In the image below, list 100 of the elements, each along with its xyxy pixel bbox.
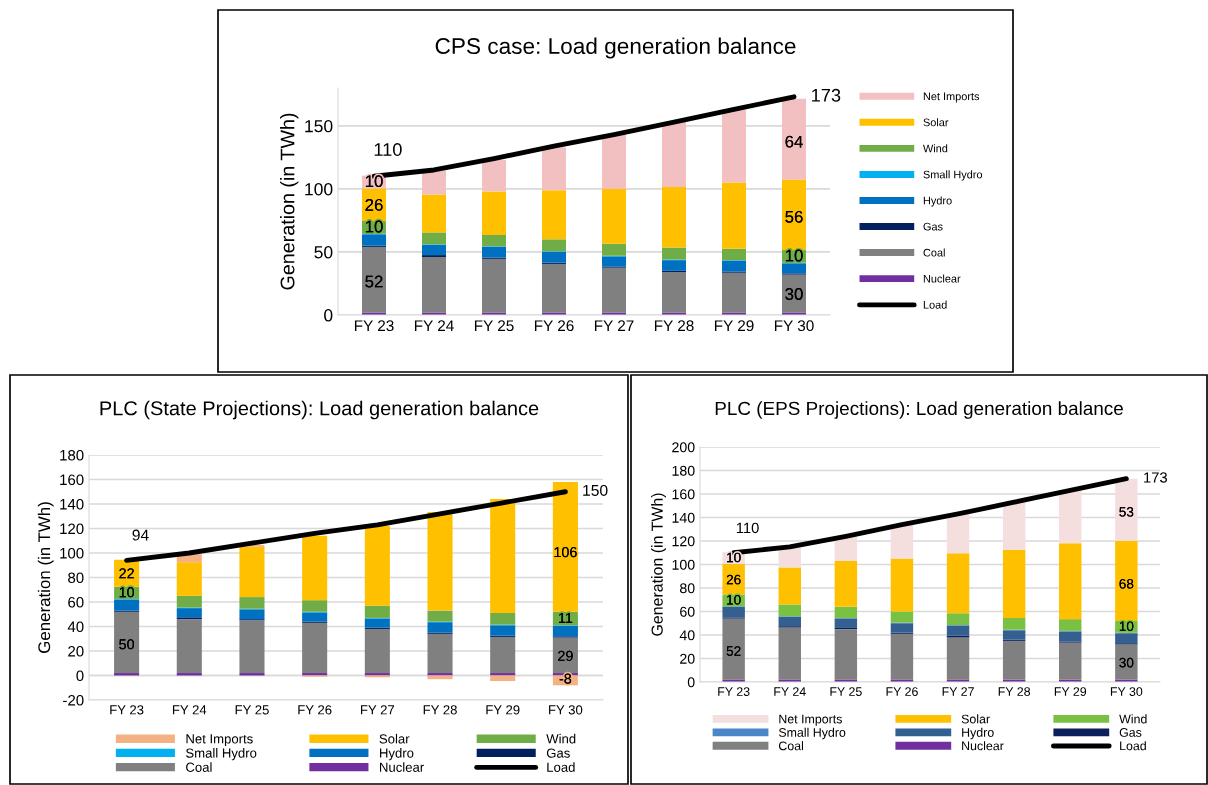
legend-label: Coal [186,762,212,772]
y-tick-label: 150 [305,119,333,133]
x-tick-label: FY 26 [534,320,574,332]
x-tick-label: FY 27 [942,687,974,696]
legend-label: Coal [778,741,803,751]
data-label: 30 [785,288,803,300]
legend-label: Wind [546,733,576,744]
legend-label: Solar [923,118,949,127]
y-tick-label: 60 [68,596,84,608]
x-tick-label: FY 27 [594,320,634,331]
data-label: 173 [1144,472,1167,483]
legend-label: Hydro [380,748,414,761]
y-tick-label: 160 [60,474,84,486]
y-tick-label: 100 [672,559,695,570]
x-tick-label: FY 29 [714,320,754,332]
y-tick-label: 180 [60,449,84,461]
data-label: 53 [1119,507,1134,517]
y-axis-title: Generation (in TWh) [280,113,299,290]
data-label: 10 [365,220,383,233]
data-label: 29 [558,650,573,661]
y-tick-label: 200 [672,442,695,453]
legend-label: Solar [379,733,410,744]
x-tick-label: FY 27 [361,705,395,715]
x-tick-label: FY 25 [830,687,862,696]
y-axis-title: Generation (in TWh) [651,493,666,636]
data-label: 10 [1119,621,1134,632]
data-label: 150 [583,484,608,496]
y-tick-label: 20 [68,645,84,657]
data-label: 94 [132,529,149,541]
data-label: 52 [365,275,383,288]
legend-label: Nuclear [923,274,961,283]
legend-label: Solar [961,714,990,724]
y-tick-label: 160 [672,489,695,500]
data-label: 30 [1119,657,1134,668]
data-label: 110 [736,522,759,534]
legend-label: Load [547,762,575,772]
legend-label: Small Hydro [778,727,846,740]
legend-label: Load [1120,741,1146,751]
y-tick-label: 80 [680,583,695,594]
x-tick-label: FY 26 [298,705,332,715]
chart-title: PLC (EPS Projections): Load generation balance [715,401,1123,419]
y-tick-label: 140 [60,498,84,510]
x-tick-label: FY 24 [172,705,207,715]
x-tick-label: FY 30 [1110,687,1143,696]
data-label: 10 [727,594,741,605]
x-tick-label: FY 23 [110,705,144,715]
x-tick-label: FY 26 [886,687,918,696]
x-tick-label: FY 25 [474,320,514,332]
y-tick-label: 100 [60,547,84,559]
data-label: 22 [119,568,134,579]
y-tick-label: 40 [67,621,84,633]
y-tick-label: 20 [680,653,695,664]
y-tick-label: 40 [679,630,695,641]
legend-label: Gas [546,748,570,758]
data-label: 26 [726,574,741,585]
x-tick-label: FY 25 [235,705,269,715]
x-tick-label: FY 28 [654,320,694,332]
x-tick-label: FY 30 [774,320,814,332]
data-label: 10 [365,175,383,188]
y-tick-label: 0 [687,677,695,688]
legend-label: Nuclear [380,762,424,772]
legend-label: Nuclear [962,741,1004,751]
legend-label: Net Imports [186,734,253,747]
data-label: 52 [726,646,741,656]
legend-label: Coal [923,248,945,257]
y-tick-label: 120 [672,536,695,547]
data-label: 50 [119,639,135,650]
data-label: 56 [785,210,803,223]
y-axis-title: Generation (in TWh) [37,502,54,653]
legend-label: Wind [1119,714,1147,724]
data-label: -8 [559,673,572,684]
x-tick-label: FY 24 [414,320,454,331]
data-label: 106 [554,547,577,558]
y-tick-label: 0 [76,670,84,682]
legend-label: Small Hydro [923,170,983,181]
data-label: 64 [785,135,803,148]
legend-label: Net Imports [779,714,842,726]
y-tick-label: 180 [672,465,695,476]
legend-label: Load [923,300,947,309]
y-tick-label: 80 [68,572,84,584]
y-tick-label: 140 [672,512,695,523]
x-tick-label: FY 23 [354,320,394,332]
x-tick-label: FY 29 [486,705,520,715]
y-tick-label: 120 [60,523,84,535]
y-tick-label: 0 [324,309,333,322]
legend-label: Gas [923,222,943,231]
legend-label: Gas [1119,728,1142,737]
x-tick-label: FY 28 [423,705,457,715]
legend-label: Net Imports [923,92,980,103]
x-tick-label: FY 30 [549,705,583,715]
x-tick-label: FY 29 [1054,687,1087,696]
legend-label: Wind [923,144,948,153]
data-label: 11 [559,613,573,623]
y-tick-label: 100 [305,183,333,196]
data-label: 10 [785,249,803,262]
legend-label: Hydro [923,196,952,207]
data-label: 10 [727,552,741,563]
legend-label: Hydro [962,727,994,740]
x-tick-label: FY 24 [774,687,806,696]
chart-title: CPS case: Load generation balance [435,37,796,59]
